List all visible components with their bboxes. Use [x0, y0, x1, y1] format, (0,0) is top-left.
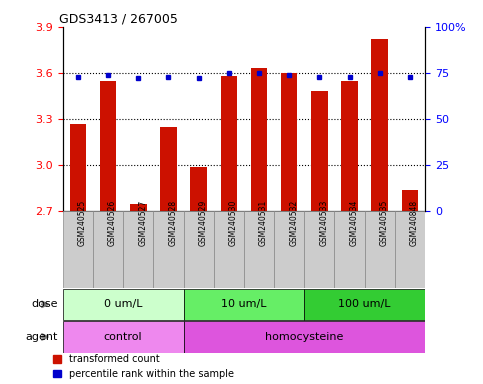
Bar: [274, 211, 304, 288]
Text: GSM240848: GSM240848: [410, 200, 419, 246]
Bar: [130, 204, 146, 211]
Bar: [63, 321, 184, 353]
Text: GSM240532: GSM240532: [289, 200, 298, 246]
Bar: [304, 289, 425, 320]
Bar: [184, 289, 304, 320]
Text: homocysteine: homocysteine: [265, 332, 343, 342]
Bar: [213, 211, 244, 288]
Bar: [63, 211, 93, 288]
Bar: [311, 91, 327, 211]
Bar: [221, 76, 237, 211]
Text: GSM240525: GSM240525: [78, 200, 87, 246]
Bar: [70, 124, 86, 211]
Text: GSM240531: GSM240531: [259, 200, 268, 246]
Text: 0 um/L: 0 um/L: [104, 299, 142, 310]
Bar: [100, 81, 116, 211]
Bar: [341, 81, 358, 211]
Text: GSM240527: GSM240527: [138, 200, 147, 246]
Text: GSM240529: GSM240529: [199, 200, 208, 246]
Text: dose: dose: [31, 299, 58, 310]
Bar: [154, 211, 184, 288]
Bar: [184, 211, 213, 288]
Bar: [63, 289, 184, 320]
Legend: transformed count, percentile rank within the sample: transformed count, percentile rank withi…: [53, 354, 234, 379]
Bar: [184, 321, 425, 353]
Bar: [160, 127, 177, 211]
Text: control: control: [104, 332, 142, 342]
Bar: [251, 68, 267, 211]
Text: GSM240526: GSM240526: [108, 200, 117, 246]
Text: agent: agent: [26, 332, 58, 342]
Bar: [123, 211, 154, 288]
Bar: [304, 211, 334, 288]
Text: GSM240528: GSM240528: [169, 200, 177, 246]
Text: GSM240535: GSM240535: [380, 200, 389, 246]
Text: GSM240534: GSM240534: [350, 200, 358, 246]
Text: 100 um/L: 100 um/L: [339, 299, 391, 310]
Text: 10 um/L: 10 um/L: [221, 299, 267, 310]
Bar: [93, 211, 123, 288]
Text: GSM240530: GSM240530: [229, 200, 238, 246]
Bar: [365, 211, 395, 288]
Bar: [244, 211, 274, 288]
Bar: [190, 167, 207, 211]
Bar: [402, 190, 418, 211]
Bar: [371, 39, 388, 211]
Bar: [395, 211, 425, 288]
Bar: [334, 211, 365, 288]
Bar: [281, 73, 298, 211]
Text: GDS3413 / 267005: GDS3413 / 267005: [59, 13, 178, 26]
Text: GSM240533: GSM240533: [319, 200, 328, 246]
